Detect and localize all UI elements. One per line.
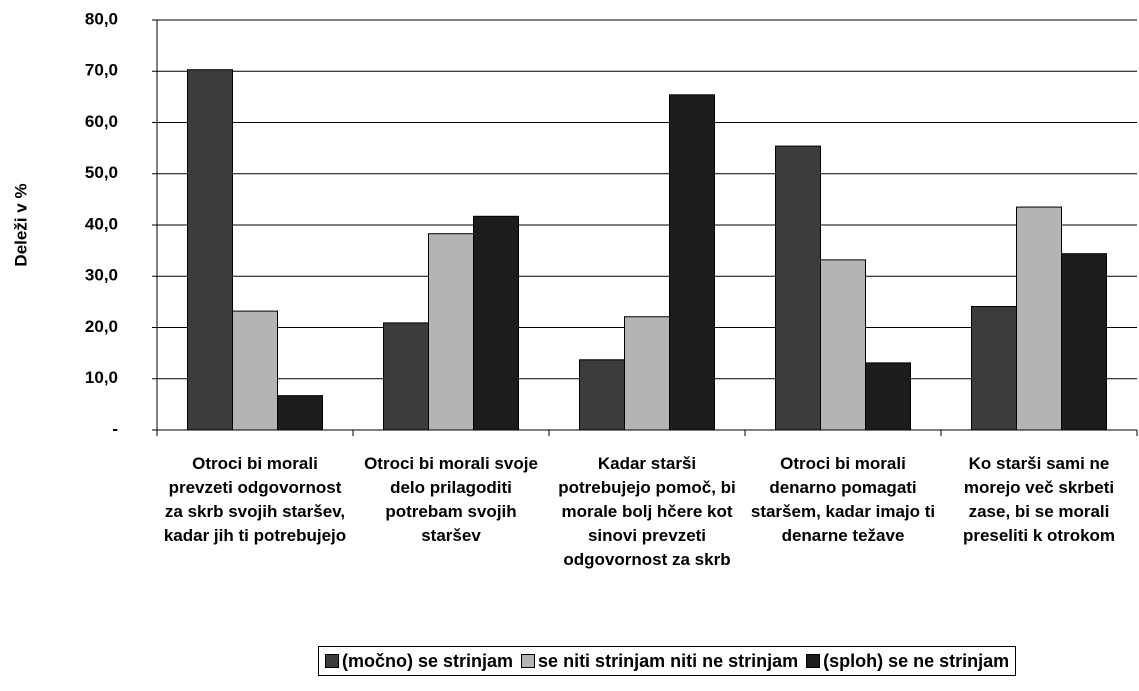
y-tick-label: 40,0 bbox=[85, 214, 118, 233]
y-tick-label: 10,0 bbox=[85, 368, 118, 387]
bar bbox=[1016, 206, 1062, 431]
bar bbox=[971, 305, 1017, 431]
bar bbox=[865, 362, 911, 431]
bar bbox=[820, 259, 866, 431]
legend-swatch bbox=[521, 654, 536, 668]
x-tick-label: Otroci bi morali svoje delo prilagoditi … bbox=[364, 454, 538, 545]
legend-label: se niti strinjam niti ne strinjam bbox=[538, 650, 799, 671]
x-tick-label: Otroci bi morali prevzeti odgovornost za… bbox=[163, 454, 347, 545]
bar bbox=[579, 359, 625, 431]
bar bbox=[775, 145, 821, 431]
bar bbox=[669, 94, 715, 431]
legend: (močno) se strinjam se niti strinjam niti… bbox=[318, 646, 1017, 676]
bar bbox=[187, 69, 233, 431]
y-tick-label: 30,0 bbox=[85, 266, 118, 285]
x-tick-label: Otroci bi morali denarno pomagati starše… bbox=[750, 454, 936, 545]
legend-label: (sploh) se ne strinjam bbox=[823, 650, 1010, 671]
legend-item: se niti strinjam niti ne strinjam bbox=[521, 651, 798, 672]
bar bbox=[1061, 253, 1107, 431]
bar bbox=[428, 233, 474, 431]
bar bbox=[277, 395, 323, 431]
y-axis-label: Deleži v % bbox=[11, 183, 30, 266]
bar bbox=[383, 322, 429, 431]
legend-label: (močno) se strinjam bbox=[342, 650, 514, 671]
legend-item: (močno) se strinjam bbox=[325, 651, 513, 672]
y-tick-label: 80,0 bbox=[85, 9, 118, 28]
y-tick-label: 60,0 bbox=[85, 112, 118, 131]
y-tick-label: 70,0 bbox=[85, 61, 118, 80]
bar bbox=[473, 215, 519, 431]
y-tick-label: 20,0 bbox=[85, 317, 118, 336]
x-tick-label: Kadar starši potrebujejo pomoč, bi moral… bbox=[558, 454, 736, 569]
y-tick-label: - bbox=[112, 419, 118, 438]
x-tick-label: Ko starši sami ne morejo več skrbeti zas… bbox=[962, 454, 1116, 545]
legend-item: (sploh) se ne strinjam bbox=[806, 651, 1009, 672]
legend-swatch bbox=[325, 654, 339, 668]
bar bbox=[624, 316, 670, 431]
legend-swatch bbox=[806, 654, 821, 668]
y-tick-label: 50,0 bbox=[85, 163, 118, 182]
bar bbox=[232, 310, 278, 431]
